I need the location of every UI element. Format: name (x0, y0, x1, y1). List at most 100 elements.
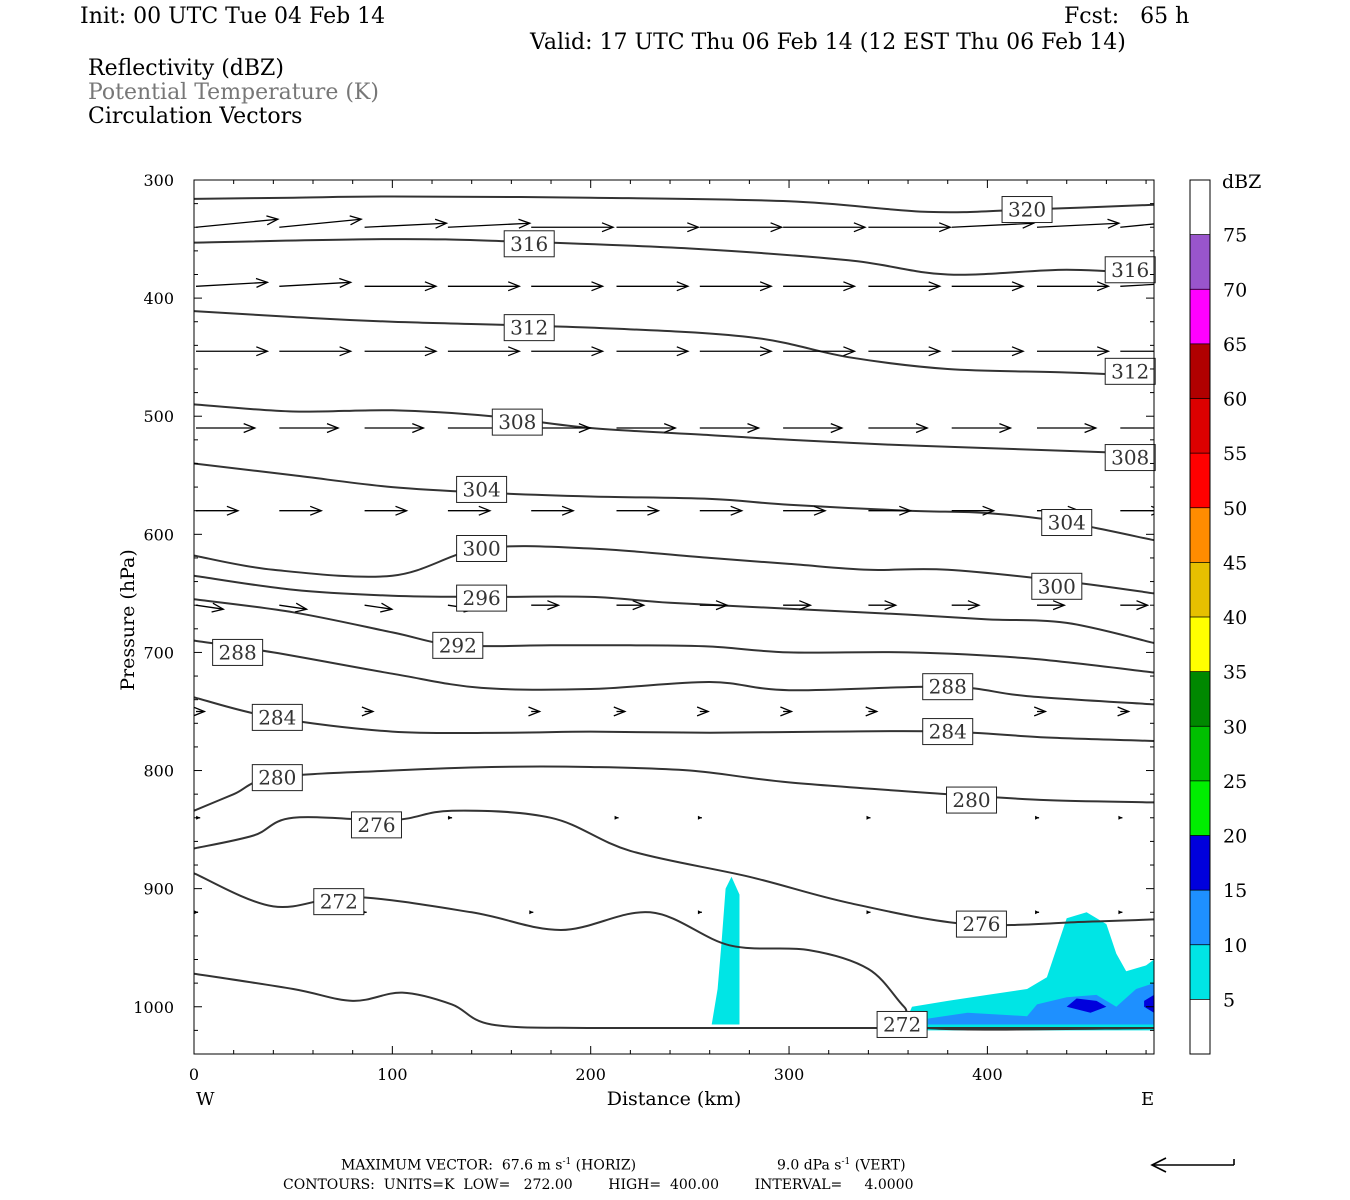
contour-label-312: 312 (503, 314, 555, 342)
colorbar-label: 20 (1223, 826, 1247, 848)
axes-layer: 300 400 500 600 700 800 900 1000 0 100 200 300 400 (133, 171, 1154, 1084)
vector-head (395, 505, 409, 516)
colorbar-label: 70 (1223, 279, 1247, 301)
wind-vector (1120, 350, 1154, 352)
y-tick-label: 800 (143, 762, 174, 781)
vector-head (309, 505, 324, 516)
field-label-theta: Potential Temperature (K) (88, 80, 379, 105)
colorbar-segment-55 (1190, 398, 1210, 454)
colorbar-segment-35 (1190, 617, 1210, 672)
colorbar-label: 45 (1223, 552, 1247, 574)
contour-label-text: 280 (952, 788, 990, 812)
vector-head (830, 422, 844, 434)
vector-shaft (195, 218, 278, 228)
vector-head (196, 815, 201, 820)
vector-head (561, 505, 575, 516)
wind-vector (951, 281, 1025, 292)
vector-head (866, 910, 871, 915)
vector-head (747, 422, 761, 434)
colorbar-label: 55 (1223, 443, 1247, 465)
contour-label-box (432, 631, 484, 659)
field-label-vectors: Circulation Vectors (88, 104, 303, 129)
wind-vector (951, 600, 981, 611)
contour-label-box (503, 314, 555, 342)
vector-head (1052, 600, 1067, 611)
plot-frame (193, 179, 1155, 1055)
wind-vector (531, 346, 605, 357)
wind-vector (1120, 223, 1154, 228)
contour-label-box (456, 475, 508, 503)
x-tick-label: 400 (972, 1065, 1003, 1084)
contour-label-text: 272 (883, 1012, 921, 1036)
vector-head (294, 602, 309, 613)
wind-vector (531, 505, 575, 516)
wind-vector (1120, 427, 1154, 429)
wind-vector (1035, 910, 1040, 915)
wind-vector (364, 602, 394, 613)
contour-label-284: 284 (251, 703, 303, 731)
wind-vector (1118, 910, 1123, 915)
colorbar-segment-40 (1190, 562, 1210, 617)
colorbar-segment-30 (1190, 671, 1210, 727)
vector-head (507, 346, 522, 357)
horiz-unit-exponent: -1 (562, 1157, 572, 1167)
valid-time: Valid: 17 UTC Thu 06 Feb 14 (12 EST Thu … (530, 30, 1126, 55)
contour-label-text: 300 (1038, 574, 1076, 598)
wind-vector (783, 600, 813, 611)
colorbar-label: 15 (1223, 880, 1247, 902)
contour-label-312: 312 (1104, 357, 1156, 385)
contour-label-text: 304 (463, 477, 501, 501)
vector-head (843, 281, 857, 292)
wind-vector (616, 600, 646, 611)
vector-head (255, 277, 270, 288)
wind-vector (195, 215, 280, 228)
contour-label-text: 284 (258, 705, 296, 729)
wind-vector (616, 222, 701, 233)
y-tick-label: 400 (143, 289, 174, 308)
x-tick-label: 0 (189, 1065, 199, 1084)
vector-head (578, 422, 592, 434)
vector-head (982, 505, 996, 516)
vector-head (1035, 910, 1040, 915)
contour-label-280: 280 (946, 786, 998, 814)
wind-vector (616, 281, 690, 292)
contour-label-304: 304 (1041, 509, 1093, 537)
wind-vector (868, 281, 942, 292)
colorbar-label: 40 (1223, 607, 1247, 629)
max-vector-line: MAXIMUM VECTOR: 67.6 m s-1 (HORIZ) (341, 1158, 636, 1173)
y-tick-label: 900 (143, 880, 174, 899)
colorbar-label: 60 (1223, 389, 1247, 411)
x-axis-title: Distance (km) (607, 1088, 742, 1110)
wind-vector (279, 346, 353, 357)
max-vector-vert-line: 9.0 dPa s-1 (VERT) (777, 1158, 906, 1173)
vector-shaft (1036, 222, 1119, 228)
vector-head (478, 505, 492, 516)
vector-head (529, 910, 534, 915)
contour-label-box (922, 673, 974, 701)
vector-head (266, 215, 280, 226)
vector-head (865, 706, 879, 717)
wind-vector (699, 346, 773, 357)
contour-label-text: 276 (357, 813, 395, 837)
contour-label-box (922, 718, 974, 746)
wind-vector (699, 600, 729, 611)
y-tick-label: 300 (143, 171, 174, 190)
vector-head (967, 600, 981, 611)
vector-head (448, 815, 453, 820)
vector-head (194, 706, 207, 717)
vector-head (434, 218, 449, 229)
x-tick-label: 300 (774, 1065, 805, 1084)
max-vector-label: MAXIMUM VECTOR: (341, 1157, 493, 1174)
vector-head (928, 346, 942, 357)
colorbar-segment-25 (1190, 726, 1210, 781)
vector-head (759, 346, 773, 357)
vector-head (1084, 422, 1098, 434)
wind-vector (616, 346, 690, 357)
theta-contour-272 (194, 972, 1154, 1030)
contour-label-284: 284 (922, 718, 974, 746)
theta-contour-292 (194, 598, 1154, 674)
theta-contour-288 (194, 639, 1154, 706)
wind-vector (1117, 706, 1131, 717)
colorbar-label: 50 (1223, 498, 1247, 520)
contour-label-box (946, 786, 998, 814)
